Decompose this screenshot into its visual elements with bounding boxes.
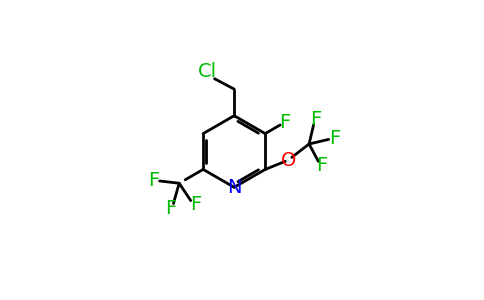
Text: F: F bbox=[148, 172, 159, 190]
Text: F: F bbox=[166, 199, 177, 218]
Text: F: F bbox=[310, 110, 321, 129]
Text: N: N bbox=[227, 178, 242, 197]
Text: Cl: Cl bbox=[197, 61, 217, 81]
Text: F: F bbox=[190, 195, 201, 214]
Text: F: F bbox=[279, 113, 290, 132]
Text: F: F bbox=[329, 129, 340, 148]
Text: O: O bbox=[281, 151, 296, 170]
Text: F: F bbox=[316, 156, 327, 176]
